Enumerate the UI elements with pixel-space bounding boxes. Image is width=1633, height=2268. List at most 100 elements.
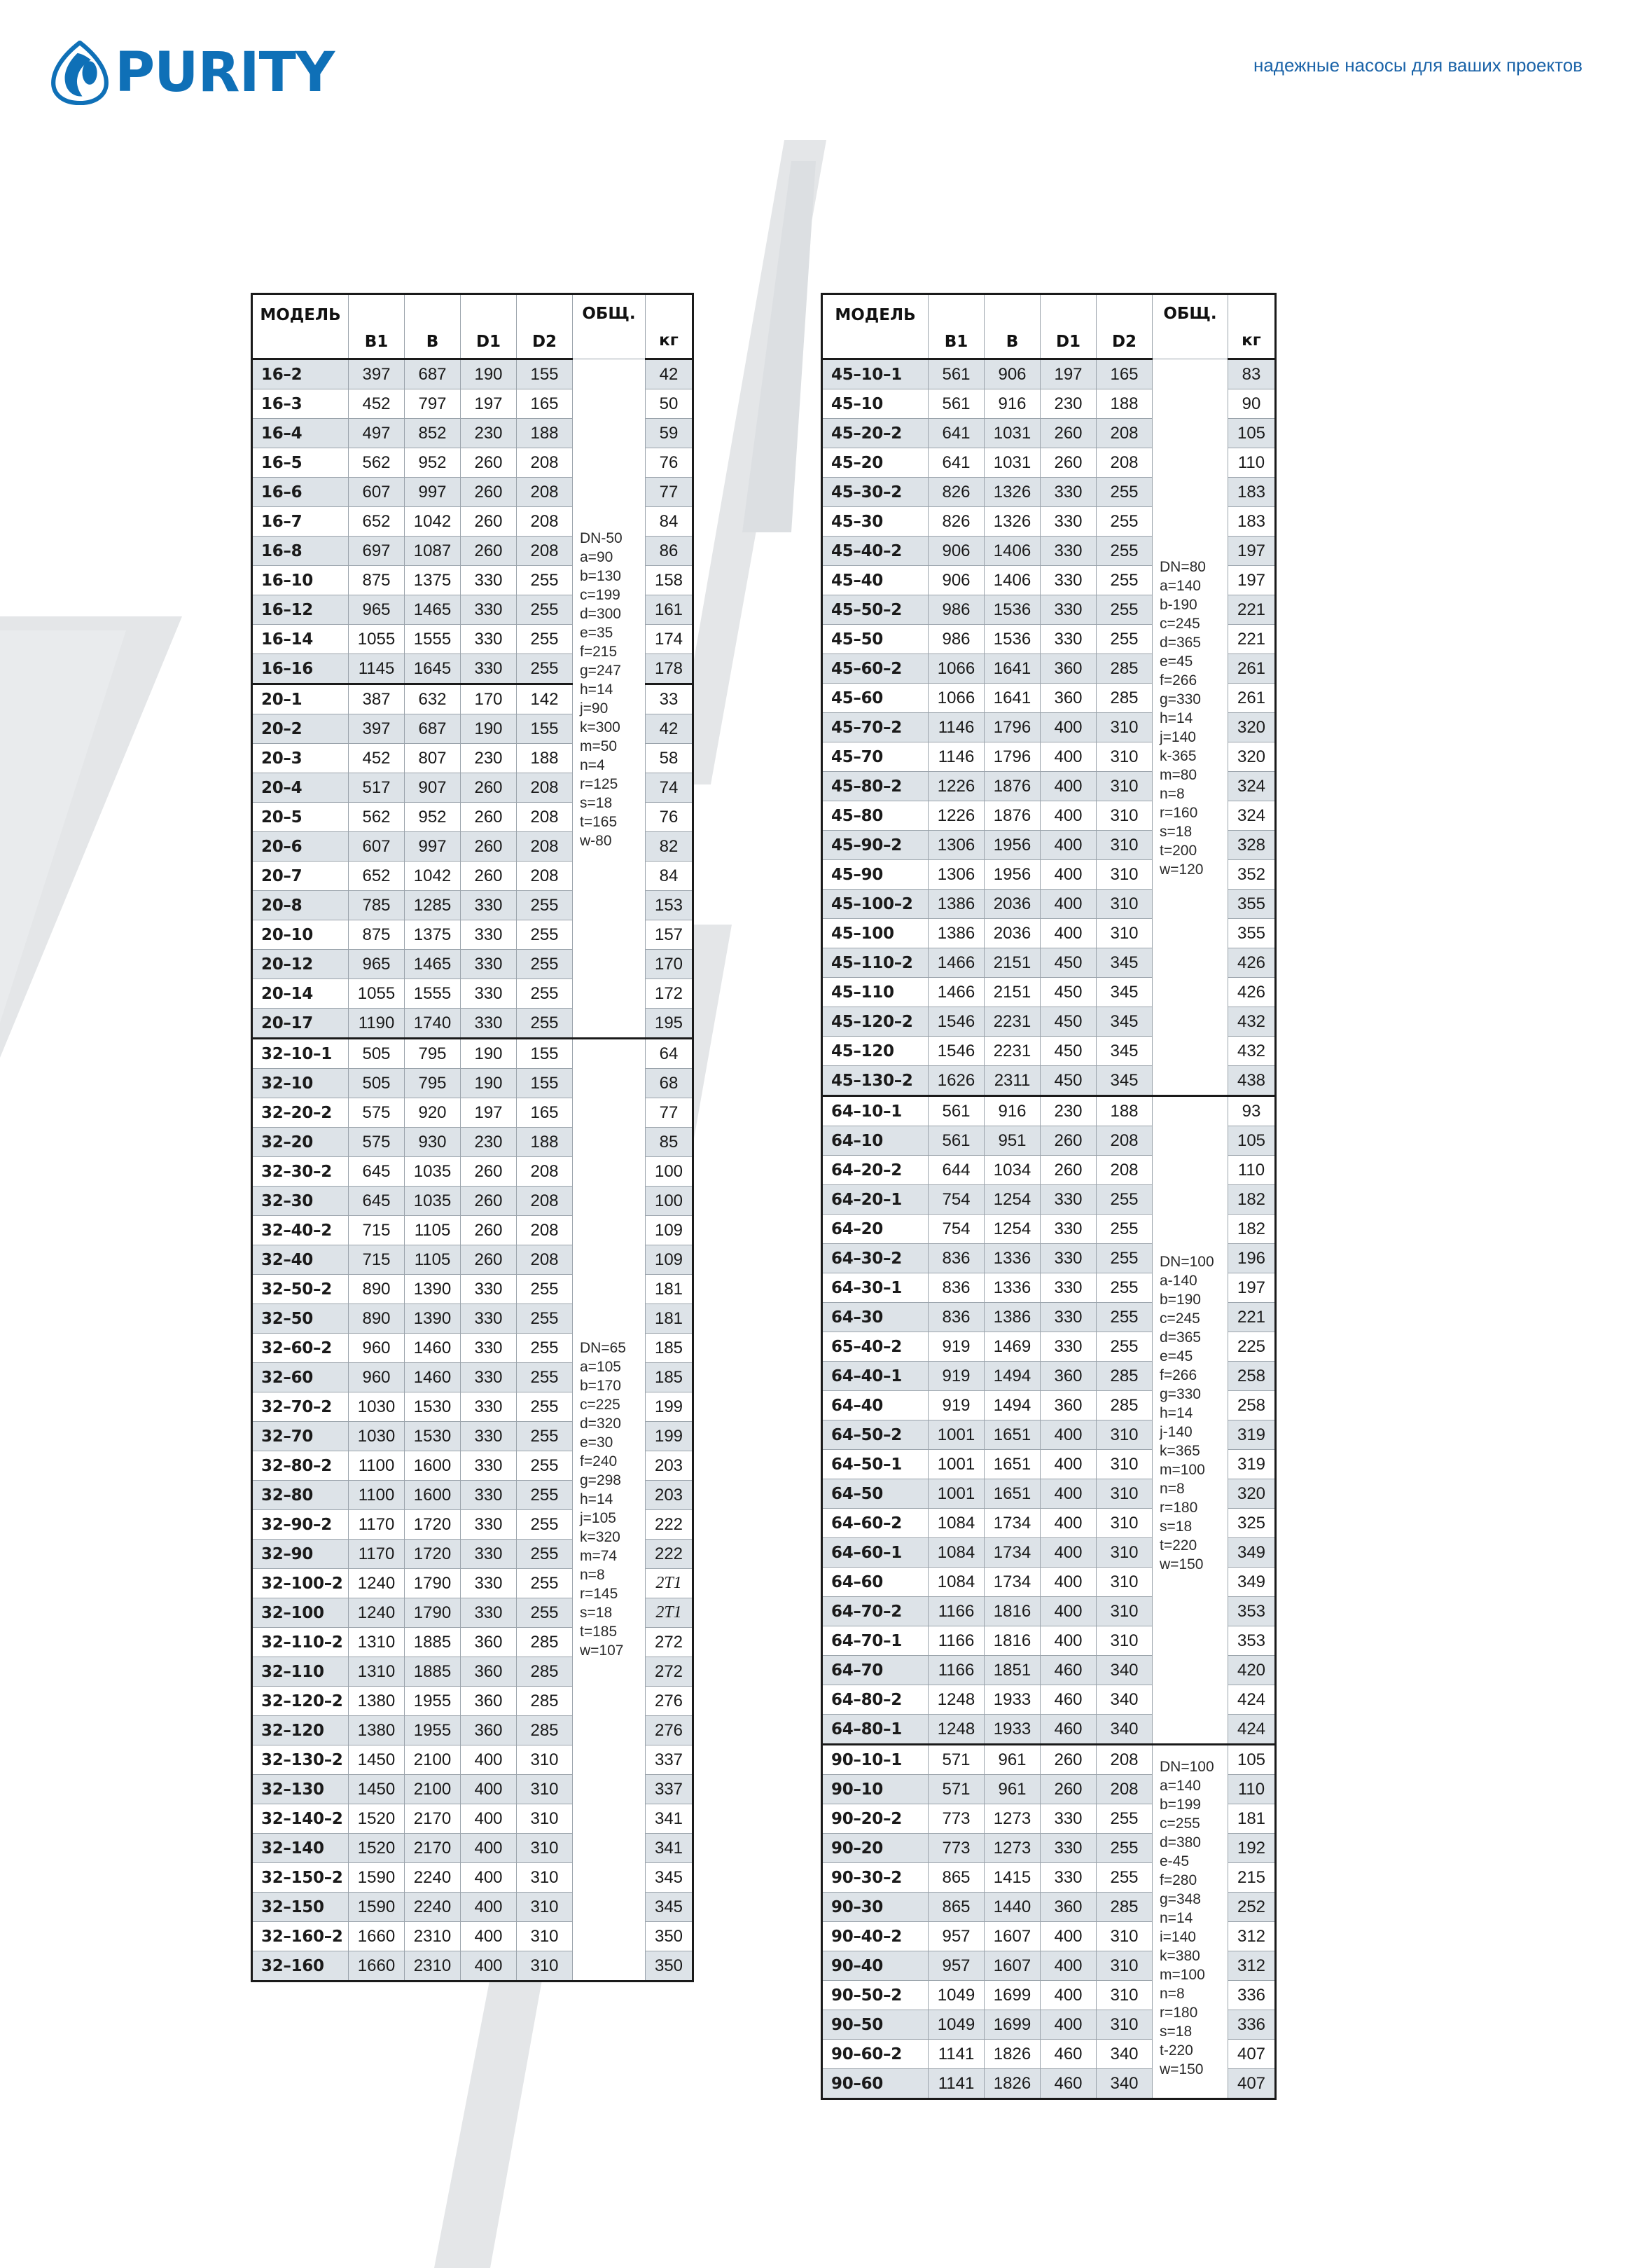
- cell-d2: 285: [516, 1686, 573, 1716]
- cell-d2: 208: [516, 1156, 573, 1187]
- cell-b: 1645: [404, 654, 461, 684]
- cell-model: 20–17: [251, 1008, 349, 1039]
- cell-model: 32–50–2: [251, 1274, 349, 1304]
- cell-b: 916: [984, 1095, 1041, 1126]
- cell-kg: 59: [645, 418, 693, 448]
- cell-model: 20–14: [251, 979, 349, 1009]
- table-row: 20–6 607 997 260 208 82: [251, 831, 693, 862]
- cell-model: 64–50: [821, 1479, 929, 1509]
- cell-b: 1530: [404, 1421, 461, 1451]
- cell-d2: 188: [1096, 1095, 1153, 1126]
- cell-d1: 230: [460, 743, 517, 773]
- cell-kg: 153: [645, 890, 693, 920]
- cell-d2: 310: [1096, 1626, 1153, 1656]
- cell-b: 1460: [404, 1362, 461, 1392]
- cell-d1: 400: [460, 1862, 517, 1893]
- cell-kg: 203: [645, 1451, 693, 1481]
- cell-d2: 255: [516, 890, 573, 920]
- cell-d1: 330: [1040, 565, 1097, 595]
- cell-kg: 197: [1228, 1273, 1276, 1303]
- cell-model: 64–70–1: [821, 1626, 929, 1656]
- cell-d1: 260: [460, 1215, 517, 1245]
- cell-b1: 1055: [348, 624, 405, 654]
- cell-d1: 330: [460, 1392, 517, 1422]
- cell-b: 1406: [984, 565, 1041, 595]
- col-header-kg: кг: [1228, 293, 1276, 359]
- cell-b: 1956: [984, 830, 1041, 860]
- cell-model: 45–120–2: [821, 1007, 929, 1037]
- table-row: 45–110–2 1466 2151 450 345 426: [821, 948, 1276, 978]
- cell-model: 45–30–2: [821, 477, 929, 507]
- cell-model: 45–100–2: [821, 889, 929, 919]
- cell-d2: 208: [516, 506, 573, 537]
- page-header: PURITY надежные насосы для ваших проекто…: [0, 0, 1633, 161]
- cell-b: 687: [404, 714, 461, 744]
- cell-kg: 312: [1228, 1921, 1276, 1951]
- cell-kg: 203: [645, 1480, 693, 1510]
- cell-kg: 76: [645, 802, 693, 832]
- cell-d1: 400: [1040, 918, 1097, 948]
- cell-kg: 407: [1228, 2039, 1276, 2069]
- cell-b: 1641: [984, 683, 1041, 713]
- cell-b1: 986: [928, 624, 985, 654]
- cell-kg: 276: [645, 1686, 693, 1716]
- cell-d1: 190: [460, 358, 517, 389]
- cell-model: 32–10–1: [251, 1037, 349, 1069]
- cell-b: 1536: [984, 595, 1041, 625]
- cell-b1: 1141: [928, 2068, 985, 2099]
- cell-b1: 890: [348, 1274, 405, 1304]
- cell-d2: 255: [1096, 1862, 1153, 1893]
- cell-kg: 337: [645, 1774, 693, 1804]
- cell-d2: 255: [1096, 506, 1153, 537]
- cell-d2: 255: [516, 1539, 573, 1569]
- cell-d1: 260: [460, 506, 517, 537]
- table-row: 64–40–1 919 1494 360 285 258: [821, 1361, 1276, 1391]
- cell-d2: 310: [516, 1951, 573, 1982]
- cell-d1: 400: [1040, 2010, 1097, 2040]
- cell-d1: 330: [460, 1451, 517, 1481]
- cell-d2: 310: [1096, 1921, 1153, 1951]
- cell-model: 45–70: [821, 742, 929, 772]
- cell-b: 2100: [404, 1774, 461, 1804]
- cell-d2: 255: [1096, 1302, 1153, 1332]
- cell-b1: 607: [348, 477, 405, 507]
- cell-d2: 255: [1096, 536, 1153, 566]
- cell-kg: 157: [645, 920, 693, 950]
- cell-d2: 188: [516, 1127, 573, 1157]
- cell-b1: 865: [928, 1892, 985, 1922]
- table-row: 45–50 986 1536 330 255 221: [821, 624, 1276, 654]
- cell-b1: 1170: [348, 1539, 405, 1569]
- cell-model: 64–40–1: [821, 1361, 929, 1391]
- cell-kg: 174: [645, 624, 693, 654]
- table-row: 64–70–2 1166 1816 400 310 353: [821, 1596, 1276, 1626]
- col-header-b1: B1: [348, 293, 405, 359]
- cell-d2: 310: [1096, 1567, 1153, 1597]
- table-row: 32–120–2 1380 1955 360 285 276: [251, 1686, 693, 1716]
- cell-model: 32–160: [251, 1951, 349, 1982]
- cell-b: 930: [404, 1127, 461, 1157]
- cell-d2: 310: [1096, 1951, 1153, 1981]
- cell-kg: 345: [645, 1862, 693, 1893]
- cell-b: 1796: [984, 712, 1041, 742]
- cell-b: 1699: [984, 2010, 1041, 2040]
- cell-b: 1254: [984, 1214, 1041, 1244]
- table-row: 64–10 561 951 260 208 105: [821, 1126, 1276, 1156]
- cell-d2: 208: [516, 1186, 573, 1216]
- cell-kg: 110: [1228, 1774, 1276, 1804]
- cell-b1: 1166: [928, 1655, 985, 1685]
- cell-model: 20–10: [251, 920, 349, 950]
- cell-b: 1955: [404, 1715, 461, 1745]
- cell-d2: 208: [1096, 1774, 1153, 1804]
- cell-d1: 330: [460, 1568, 517, 1598]
- cell-b1: 773: [928, 1833, 985, 1863]
- cell-kg: 82: [645, 831, 693, 862]
- cell-b: 907: [404, 773, 461, 803]
- table-row: 90–10 571 961 260 208 110: [821, 1774, 1276, 1804]
- cell-d2: 340: [1096, 1655, 1153, 1685]
- cell-model: 16–2: [251, 358, 349, 389]
- cell-model: 20–12: [251, 949, 349, 979]
- cell-b: 797: [404, 389, 461, 419]
- cell-b1: 1520: [348, 1804, 405, 1834]
- cell-d1: 360: [1040, 654, 1097, 684]
- cell-b1: 1626: [928, 1065, 985, 1096]
